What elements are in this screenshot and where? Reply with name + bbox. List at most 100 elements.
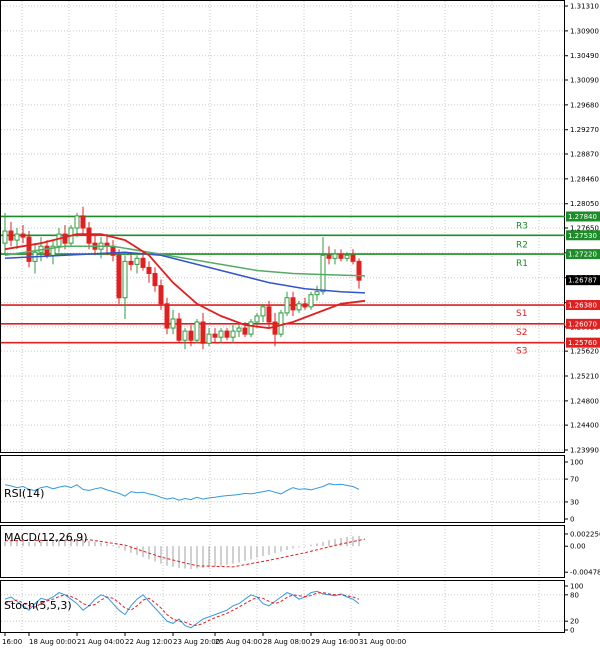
level-name-r3: R3: [516, 221, 528, 231]
rsi-tick-label: 30: [570, 498, 579, 506]
x-tick-label: 22 Aug 12:00: [125, 638, 172, 646]
level-name-s1: S1: [516, 309, 527, 319]
level-name-s2: S2: [516, 328, 527, 338]
x-tick-label: 25 Aug 04:00: [215, 638, 262, 646]
y-tick-label: 1.25620: [570, 348, 599, 356]
level-price-label-s1: 1.26380: [568, 302, 597, 310]
candle-body: [56, 233, 62, 247]
candle-body: [86, 227, 92, 244]
y-tick-label: 1.28050: [570, 200, 599, 208]
candle-body: [290, 297, 296, 311]
candle-body: [326, 254, 332, 259]
candle-body: [344, 254, 350, 259]
candle-body: [278, 312, 284, 335]
stoch-d-line: [4, 592, 360, 627]
main-pane-frame: [0, 0, 565, 453]
candle-body: [170, 318, 176, 329]
rsi-tick-label: 70: [570, 476, 579, 484]
x-tick-label: 16:00: [2, 638, 22, 646]
candle-body: [158, 285, 164, 305]
level-price-box-r3: [566, 211, 600, 222]
stoch-title: Stoch(5,5,3): [4, 599, 72, 612]
y-tick-label: 1.28870: [570, 151, 599, 159]
rsi-title: RSI(14): [4, 487, 44, 500]
x-tick-label: 28 Aug 08:00: [263, 638, 310, 646]
candle-body: [284, 297, 290, 314]
y-tick-label: 1.23990: [570, 447, 599, 455]
candle-body: [206, 333, 212, 344]
level-price-label-s2: 1.26070: [568, 320, 597, 328]
level-price-label-r3: 1.27840: [568, 213, 597, 221]
stoch-k-line: [4, 590, 360, 629]
level-price-box-s3: [566, 337, 600, 348]
candle-body: [20, 233, 26, 238]
y-tick-label: 1.28460: [570, 175, 599, 183]
level-price-label-s3: 1.25760: [568, 339, 597, 347]
level-price-label-r1: 1.27220: [568, 251, 597, 259]
candle-body: [26, 236, 32, 262]
candle-body: [140, 257, 146, 268]
candle-body: [314, 291, 320, 296]
x-tick-label: 23 Aug 20:00: [173, 638, 220, 646]
candle-body: [272, 321, 278, 335]
candle-body: [200, 321, 206, 344]
y-tick-label: 1.25210: [570, 373, 599, 381]
macd-signal-line: [4, 538, 366, 568]
rsi-tick-label: 0: [570, 516, 574, 524]
candle-body: [224, 330, 230, 338]
level-price-box-r2: [566, 230, 600, 241]
y-tick-label: 1.29270: [570, 126, 599, 134]
y-tick-label: 1.30490: [570, 52, 599, 60]
macd-pane: [4, 535, 366, 570]
ma-line-blue: [4, 251, 366, 294]
ma-line-red: [4, 233, 366, 330]
level-name-r1: R1: [516, 259, 528, 269]
candle-body: [122, 260, 128, 299]
macd-tick-label: 0.00: [570, 543, 586, 551]
candle-body: [338, 253, 344, 259]
candle-body: [44, 245, 50, 256]
ma-line-green: [4, 245, 366, 277]
candle-body: [164, 303, 170, 329]
candle-body: [188, 330, 194, 341]
candle-body: [242, 327, 248, 335]
stoch-tick-label: 80: [570, 591, 579, 599]
candle-body: [350, 254, 356, 262]
level-price-box-s2: [566, 318, 600, 329]
candle-body: [14, 233, 20, 241]
macd-pane-frame: [0, 525, 565, 578]
stoch-pane-frame: [0, 580, 565, 633]
x-tick-label: 29 Aug 16:00: [311, 638, 358, 646]
axes: 1.31310 1.30900 1.30490 1.30090 1.29680 1.292…: [2, 3, 600, 646]
candle-body: [218, 330, 224, 338]
rsi-pane-frame: [0, 455, 565, 523]
macd-tick-label: -0.004786: [570, 569, 600, 577]
candle-body: [230, 330, 236, 338]
main-pane: R3 R2 R1 S1 S2 S3: [1, 206, 565, 357]
y-tick-label: 1.27650: [570, 225, 599, 233]
stoch-tick-label: 0: [570, 627, 574, 635]
y-tick-label: 1.30090: [570, 77, 599, 85]
stoch-pane: [4, 590, 360, 629]
stoch-tick-label: 20: [570, 618, 579, 626]
candle-body: [248, 321, 254, 335]
candle-body: [146, 266, 152, 274]
candle-body: [194, 321, 200, 341]
candle-body: [176, 318, 182, 341]
candle-body: [260, 306, 266, 317]
level-name-s3: S3: [516, 347, 527, 357]
rsi-tick-label: 100: [570, 459, 583, 467]
candle-body: [110, 245, 116, 256]
candle-body: [266, 306, 272, 323]
candle-body: [80, 215, 86, 229]
candle-body: [236, 327, 242, 332]
level-name-r2: R2: [516, 240, 528, 250]
candle-body: [320, 254, 326, 293]
candle-body: [116, 254, 122, 299]
rsi-line: [4, 483, 360, 501]
y-tick-label: 1.24800: [570, 397, 599, 405]
y-tick-label: 1.30900: [570, 27, 599, 35]
candle-body: [152, 272, 158, 287]
